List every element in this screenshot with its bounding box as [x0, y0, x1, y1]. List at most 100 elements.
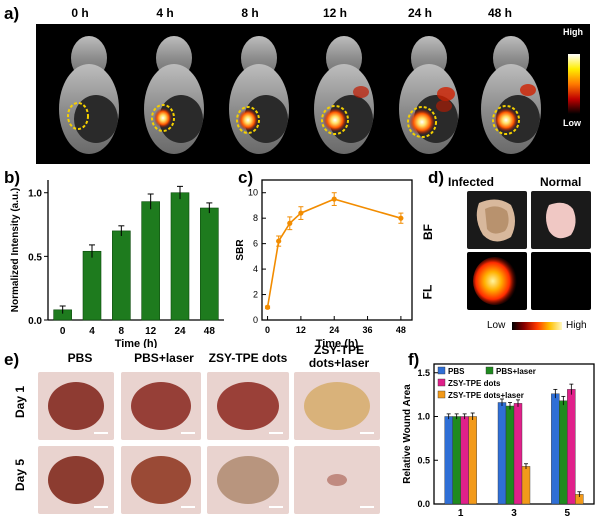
scale-bar — [269, 506, 283, 508]
col4-line1: ZSY-TPE — [313, 343, 364, 357]
bar — [200, 207, 219, 321]
wound-photo-day1-col2 — [121, 372, 201, 440]
mouse-8h — [229, 36, 289, 154]
timepoint-label: 48 h — [487, 6, 512, 20]
intensity-colorbar — [568, 54, 580, 114]
x-axis-title: Time (h) — [316, 338, 359, 348]
col-normal-label: Normal — [540, 175, 582, 189]
row-day1-label: Day 1 — [13, 385, 28, 419]
y-axis-title: Normalized Intensity (a.u.) — [10, 188, 21, 312]
normal-fl-image — [531, 252, 591, 310]
data-point — [276, 238, 282, 244]
col4-line2: dots+laser — [308, 356, 370, 370]
legend-label: ZSY-TPE dots — [448, 379, 501, 388]
infected-bf-image — [467, 191, 527, 249]
bar — [452, 416, 461, 505]
mouse-silhouettes — [59, 36, 541, 154]
x-tick-label: 1 — [458, 508, 464, 519]
x-tick-label: 3 — [511, 508, 517, 519]
fl-colorbar — [512, 322, 562, 330]
wound-photo-day5-col4 — [294, 446, 380, 514]
data-point — [287, 220, 293, 226]
legend-swatch — [437, 390, 446, 399]
wound-photo-day1-col3 — [207, 372, 289, 440]
data-point — [264, 304, 271, 310]
timepoint-label: 0 h — [71, 6, 89, 20]
wound-photo-day5-col3 — [207, 446, 289, 514]
data-point — [331, 196, 337, 202]
bar — [444, 416, 453, 505]
mouse-48h — [481, 36, 541, 154]
y-tick-label: 0.0 — [417, 499, 430, 509]
bar — [505, 405, 515, 505]
y-tick-label: 4 — [253, 264, 258, 274]
col-zsy-tpe-dots-laser-label: ZSY-TPE dots+laser — [296, 344, 382, 370]
legend-label: PBS+laser — [496, 367, 536, 376]
series-line — [266, 198, 402, 308]
bar — [551, 393, 560, 505]
bar — [82, 250, 102, 321]
infected-fl-image — [467, 252, 527, 310]
data-point — [398, 215, 404, 221]
x-tick-label: 24 — [329, 325, 339, 335]
y-tick-label: 0.0 — [28, 316, 42, 327]
scale-bar — [360, 506, 374, 508]
legend-swatch — [437, 366, 446, 375]
y-tick-label: 1.0 — [417, 412, 430, 422]
col-pbs-label: PBS — [67, 351, 93, 365]
mouse-24h — [399, 36, 459, 154]
x-tick-label: 12 — [145, 326, 157, 337]
y-axis-title: Relative Wound Area — [402, 384, 413, 484]
col-pbs-laser-label: PBS+laser — [134, 351, 194, 365]
legend-swatch — [437, 378, 446, 387]
x-tick-label: 4 — [89, 326, 95, 337]
y-tick-label: 6 — [253, 239, 258, 249]
wound-photo-day5-col2 — [121, 446, 201, 514]
x-tick-label: 12 — [296, 325, 306, 335]
mouse-0h — [59, 36, 119, 154]
fl-scale-low-label: Low — [487, 320, 506, 331]
x-tick-label: 0 — [265, 325, 270, 335]
panel-label-d: d) — [428, 168, 445, 187]
x-axis-title: Time (h) — [115, 338, 158, 348]
x-axis-title: Time (d) — [493, 519, 536, 520]
legend-label: PBS — [448, 367, 465, 376]
y-tick-label: 10 — [248, 188, 258, 198]
panel-label-e: e) — [4, 350, 20, 369]
legend-label: ZSY-TPE dots+laser — [448, 391, 524, 400]
chart-f-relative-wound-area: 0.0 0.5 1.0 1.5 1 3 5 Time (d) Relative Wound Ar… — [402, 363, 595, 520]
bar — [559, 400, 568, 505]
scale-bar — [181, 432, 195, 434]
panel-label-c: c) — [238, 168, 254, 187]
y-tick-label: 1.0 — [28, 189, 42, 200]
x-tick-label: 36 — [363, 325, 373, 335]
mouse-imaging-strip: High Low — [36, 24, 590, 164]
row-day5-label: Day 5 — [13, 458, 28, 492]
y-axis-title: SBR — [235, 239, 246, 261]
col-infected-label: Infected — [448, 175, 495, 189]
panel-label-f: f) — [408, 350, 420, 369]
scale-bar — [269, 432, 283, 434]
fl-scale-high-label: High — [566, 320, 587, 331]
plot-frame — [261, 179, 413, 321]
scale-bar — [94, 506, 108, 508]
bar — [141, 201, 160, 321]
scale-bar — [360, 432, 374, 434]
bar — [170, 192, 190, 321]
col-zsy-tpe-dots-label: ZSY-TPE dots — [208, 351, 288, 365]
x-tick-label: 48 — [396, 325, 406, 335]
x-tick-label: 0 — [60, 326, 66, 337]
bar — [460, 416, 469, 505]
wound-photo-day5-col1 — [38, 446, 114, 514]
row-bf-label: BF — [421, 224, 435, 240]
timepoint-label: 4 h — [156, 6, 174, 20]
scale-high-label: High — [563, 27, 583, 37]
bar — [497, 402, 507, 505]
y-tick-label: 0.5 — [28, 252, 42, 263]
scale-low-label: Low — [563, 118, 581, 128]
y-tick-label: 2 — [253, 290, 258, 300]
y-tick-label: 0 — [253, 315, 258, 325]
y-tick-label: 0.5 — [417, 455, 430, 465]
